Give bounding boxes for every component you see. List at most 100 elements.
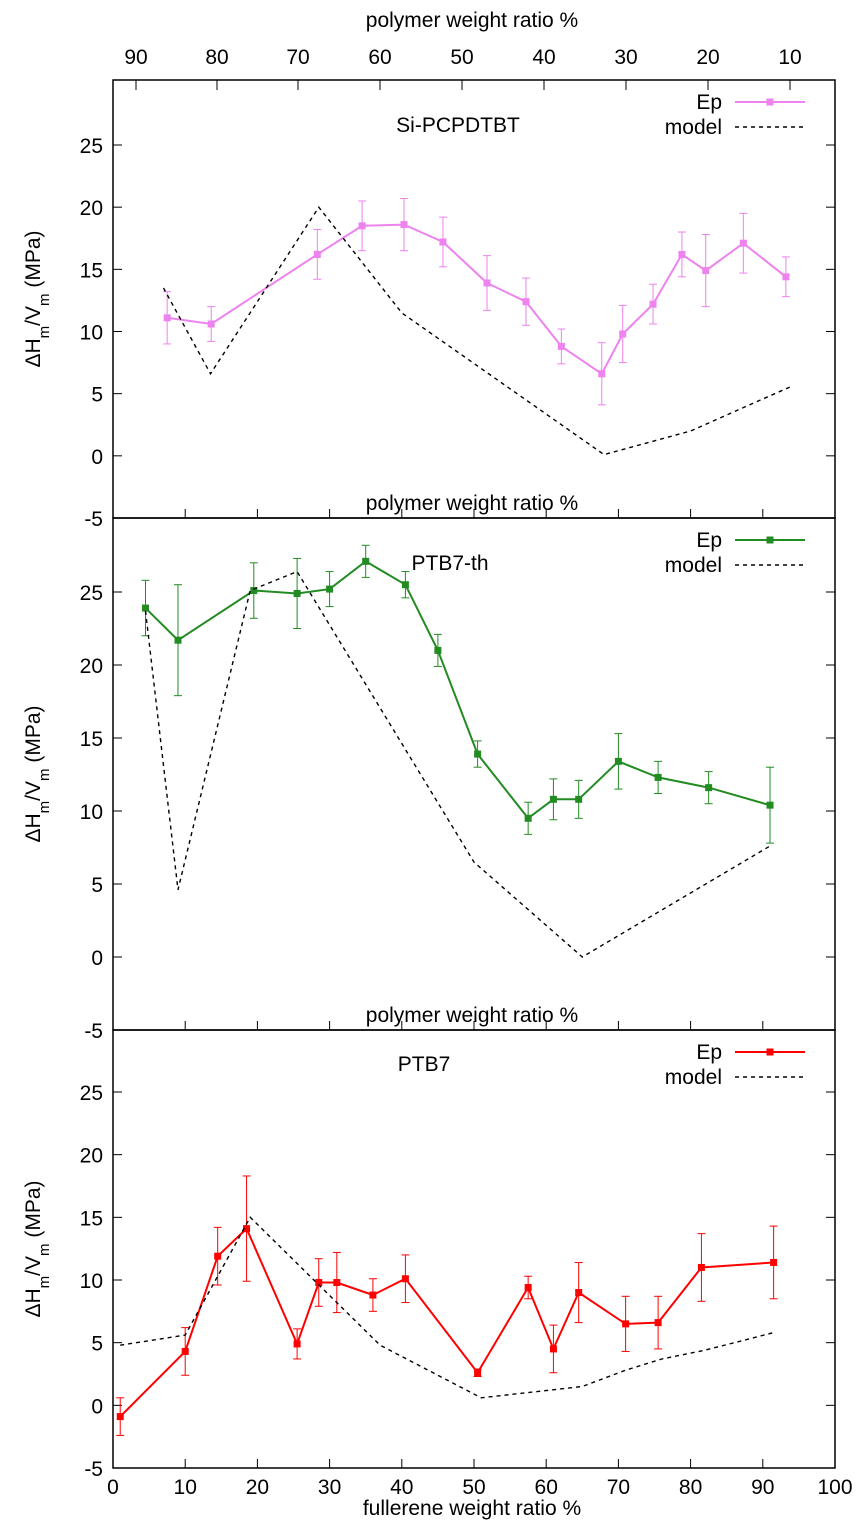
y-tick-label: -5 [84, 1458, 103, 1481]
y-label-subscript: m [36, 1243, 53, 1256]
data-point [619, 330, 627, 338]
top-tick-label: 70 [286, 46, 309, 69]
y-tick-label: 10 [80, 1270, 103, 1293]
data-point [654, 1319, 662, 1327]
y-label-subscript: m [36, 1276, 53, 1289]
legend-label: model [665, 554, 722, 577]
y-tick-label: 20 [80, 1145, 103, 1168]
top-tick-label: 90 [124, 46, 147, 69]
data-point [141, 604, 149, 612]
data-point [439, 238, 447, 246]
series-ep [163, 197, 790, 406]
legend-label: Ep [696, 529, 722, 552]
x-tick-label: 0 [107, 1476, 119, 1499]
y-tick-label: 15 [80, 1207, 103, 1230]
y-tick-label: 10 [80, 801, 103, 824]
x-tick-label: 70 [607, 1476, 630, 1499]
y-tick-label: 25 [80, 582, 103, 605]
data-point [369, 1291, 377, 1299]
data-point [214, 1252, 222, 1260]
plot-frame [112, 79, 836, 519]
data-point [434, 646, 442, 654]
x-tick-label: 80 [679, 1476, 702, 1499]
x-tick-label: 20 [246, 1476, 269, 1499]
x-tick-label: 50 [462, 1476, 485, 1499]
data-point [782, 273, 790, 281]
plot-title: Si-PCPDTBT [396, 114, 520, 137]
y-label-subscript: m [36, 326, 53, 339]
series-line [120, 1216, 774, 1399]
data-point [549, 1345, 557, 1353]
top-tick-label: 30 [614, 46, 637, 69]
legend-label: model [665, 1066, 722, 1089]
data-point [315, 1279, 323, 1287]
top-tick-label: 50 [450, 46, 473, 69]
data-point [293, 589, 301, 597]
series-model [120, 1216, 774, 1399]
data-point [622, 1320, 630, 1328]
x-tick-label: 30 [318, 1476, 341, 1499]
legend-label: Ep [696, 91, 722, 114]
data-point [557, 342, 565, 350]
data-point [326, 585, 334, 593]
y-tick-label: -5 [84, 1020, 103, 1043]
y-tick-label: 20 [80, 197, 103, 220]
series-ep [141, 544, 775, 844]
series-ep [116, 1175, 778, 1436]
x-tick-label: 60 [535, 1476, 558, 1499]
data-point [702, 267, 710, 275]
data-point [333, 1279, 341, 1287]
y-label-subscript: m [36, 801, 53, 814]
y-label-part: (MPa) [22, 230, 45, 293]
data-point [483, 279, 491, 287]
y-label-part: ΔH [22, 1288, 45, 1317]
top-tick-label: 80 [205, 46, 228, 69]
plot-frame [112, 1029, 836, 1469]
legend-label: model [665, 116, 722, 139]
top-tick-label: 60 [368, 46, 391, 69]
data-point [474, 1369, 482, 1377]
legend-label: Ep [696, 1041, 722, 1064]
y-axis-label: ΔHm/Vm (MPa) [22, 705, 53, 842]
y-label-part: /V [22, 781, 45, 801]
inner-axis-label: polymer weight ratio % [366, 1004, 578, 1027]
y-tick-label: 15 [80, 728, 103, 751]
legend-marker [766, 1048, 774, 1056]
data-point [549, 795, 557, 803]
y-label-part: ΔH [22, 813, 45, 842]
data-point [116, 1413, 124, 1421]
data-point [649, 300, 657, 308]
data-point [243, 1225, 251, 1233]
data-point [697, 1263, 705, 1271]
series-line [144, 560, 771, 820]
data-point [163, 314, 171, 322]
bottom-axis-label: fullerene weight ratio % [363, 1497, 581, 1520]
series-line [167, 223, 787, 376]
data-point [770, 1258, 778, 1266]
series-model [144, 570, 771, 958]
y-label-part: (MPa) [22, 1180, 45, 1243]
y-label-part: /V [22, 306, 45, 326]
y-tick-label: 0 [91, 947, 103, 970]
plot-title: PTB7 [398, 1053, 451, 1076]
x-tick-label: 40 [390, 1476, 413, 1499]
series-model [162, 205, 792, 456]
plot-title: PTB7-th [411, 552, 488, 575]
plot-frame [112, 517, 836, 1031]
y-label-subscript: m [36, 768, 53, 781]
top-tick-label: 40 [532, 46, 555, 69]
y-tick-label: 15 [80, 259, 103, 282]
data-point [401, 1275, 409, 1283]
y-tick-label: 20 [80, 655, 103, 678]
data-point [401, 581, 409, 589]
data-point [522, 298, 530, 306]
data-point [614, 757, 622, 765]
data-point [181, 1347, 189, 1355]
legend-marker [766, 536, 774, 544]
y-axis-label: ΔHm/Vm (MPa) [22, 1180, 53, 1317]
top-axis-label: polymer weight ratio % [366, 9, 578, 32]
y-label-part: (MPa) [22, 705, 45, 768]
